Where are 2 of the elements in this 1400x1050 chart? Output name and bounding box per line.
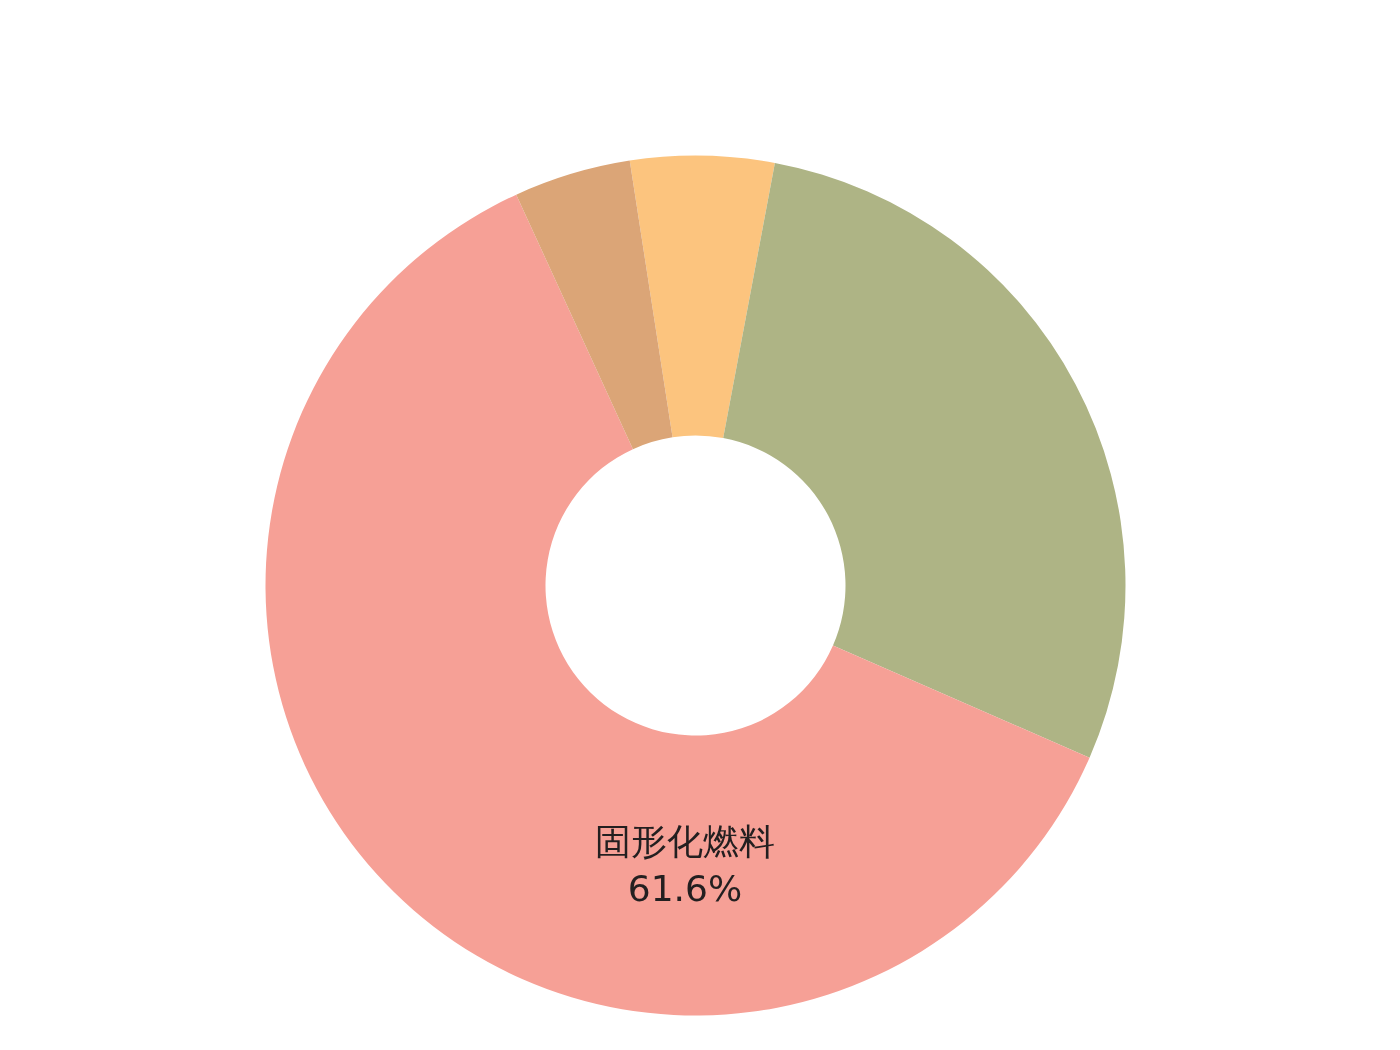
data-label: 61.6%	[627, 867, 743, 909]
slice-label: 固形化燃料	[594, 820, 775, 862]
